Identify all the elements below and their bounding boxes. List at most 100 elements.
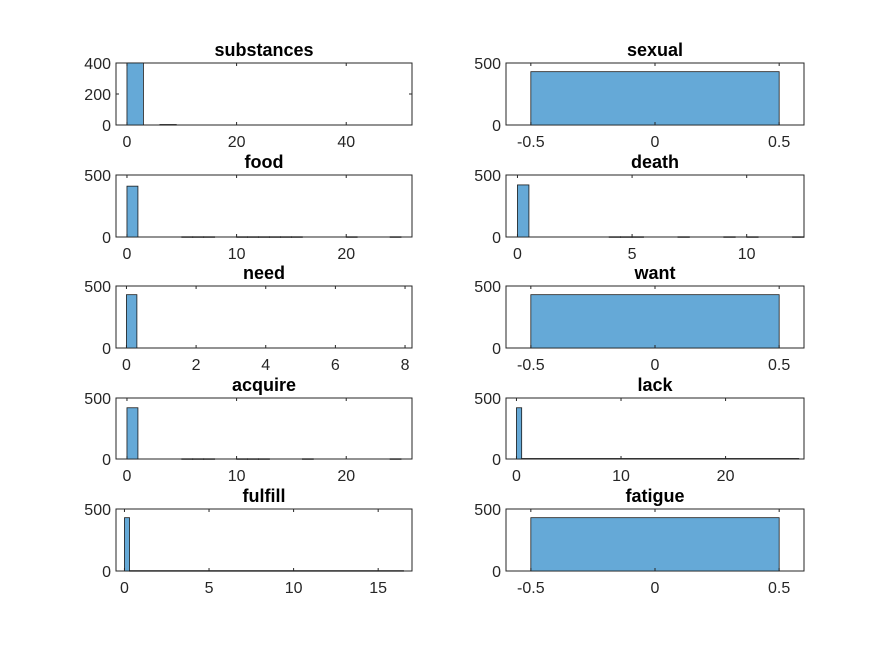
histogram-bar (723, 236, 736, 238)
histogram-bar (530, 294, 780, 349)
subplot-title: fulfill (243, 486, 286, 506)
x-tick-label: 20 (228, 134, 246, 151)
histogram-bar (126, 185, 139, 238)
x-tick-label: 2 (192, 357, 201, 374)
histogram-bar (124, 517, 130, 572)
histogram-bar (269, 236, 281, 238)
histogram-bar (530, 71, 780, 126)
axes-frame (115, 508, 413, 572)
histogram-bar (129, 570, 404, 572)
histogram-bar (345, 236, 358, 238)
histogram-bar (192, 236, 205, 238)
histogram-bar (620, 236, 633, 238)
x-tick-label: 0 (512, 468, 521, 485)
x-tick-label: 10 (738, 246, 756, 263)
y-tick-label: 0 (492, 341, 501, 358)
x-tick-label: 0 (123, 134, 132, 151)
y-tick-label: 500 (84, 168, 111, 185)
histogram-bar (236, 236, 248, 238)
x-tick-label: -0.5 (517, 134, 545, 151)
x-tick-label: 0 (651, 134, 660, 151)
x-tick-label: 10 (612, 468, 630, 485)
histogram-bar (389, 458, 402, 460)
histogram-bar (280, 236, 292, 238)
x-tick-label: 0.5 (768, 134, 790, 151)
y-tick-label: 400 (84, 56, 111, 73)
histogram-bar (203, 236, 216, 238)
y-tick-label: 0 (102, 341, 111, 358)
y-tick-label: 500 (84, 391, 111, 408)
axes-frame (115, 174, 413, 238)
histogram-bar (521, 458, 800, 460)
subplot-title: sexual (627, 40, 683, 60)
histogram-bar (746, 236, 759, 238)
subplot-title: want (633, 263, 675, 283)
subplot-fulfill: fulfill 0 5 10 15 0 500 (84, 486, 413, 597)
y-tick-label: 200 (84, 87, 111, 104)
y-tick-label: 0 (102, 230, 111, 247)
y-tick-label: 500 (474, 279, 501, 296)
subplot-title: food (245, 152, 284, 172)
histogram-bar (301, 458, 314, 460)
x-tick-label: 0 (513, 246, 522, 263)
axes-frame (115, 397, 413, 460)
x-tick-label: 40 (337, 134, 355, 151)
y-tick-label: 0 (102, 118, 111, 135)
histogram-bar (126, 294, 138, 349)
subplot-title: fatigue (625, 486, 684, 506)
histogram-bar (181, 458, 194, 460)
x-tick-label: 20 (337, 246, 355, 263)
subplot-fatigue: fatigue -0.5 0 0.5 0 500 (474, 486, 805, 597)
x-tick-label: 10 (228, 246, 246, 263)
subplot-lack: lack 0 10 20 0 500 (474, 375, 805, 485)
x-tick-label: -0.5 (517, 580, 545, 597)
x-tick-label: 5 (628, 246, 637, 263)
subplot-want: want -0.5 0 0.5 0 500 (474, 263, 805, 374)
y-tick-label: 500 (474, 56, 501, 73)
subplot-food: food 0 10 20 0 500 (84, 152, 413, 263)
x-tick-label: 6 (331, 357, 340, 374)
y-tick-label: 0 (492, 452, 501, 469)
histogram-bar (181, 236, 194, 238)
histogram-bar (258, 236, 270, 238)
subplot-need: need 0 2 4 6 8 0 500 (84, 263, 413, 374)
y-tick-label: 500 (474, 168, 501, 185)
x-tick-label: 0 (120, 580, 129, 597)
subplot-acquire: acquire 0 10 20 0 500 (84, 375, 413, 485)
y-tick-label: 500 (84, 502, 111, 519)
histogram-bar (236, 458, 248, 460)
y-tick-label: 500 (474, 502, 501, 519)
y-tick-label: 0 (492, 118, 501, 135)
subplot-title: need (243, 263, 285, 283)
subplot-title: death (631, 152, 679, 172)
x-tick-label: 8 (401, 357, 410, 374)
y-tick-label: 0 (492, 564, 501, 581)
x-tick-label: 10 (285, 580, 303, 597)
x-tick-label: 10 (228, 468, 246, 485)
subplot-title: substances (214, 40, 313, 60)
histogram-bar (203, 458, 216, 460)
histogram-bar (530, 517, 780, 572)
x-tick-label: 5 (205, 580, 214, 597)
histogram-bar (247, 236, 259, 238)
axes-frame (115, 62, 413, 126)
y-tick-label: 500 (474, 391, 501, 408)
x-tick-label: 20 (717, 468, 735, 485)
histogram-bar (631, 236, 644, 238)
y-tick-label: 0 (102, 564, 111, 581)
x-tick-label: 4 (261, 357, 270, 374)
x-tick-label: 0.5 (768, 357, 790, 374)
x-tick-label: 0 (123, 246, 132, 263)
histogram-bar (159, 124, 177, 126)
subplot-title: acquire (232, 375, 296, 395)
histogram-bar (516, 407, 523, 460)
x-tick-label: 0 (123, 468, 132, 485)
x-tick-label: 0.5 (768, 580, 790, 597)
x-tick-label: 0 (122, 357, 131, 374)
x-tick-label: 20 (337, 468, 355, 485)
histogram-bar (291, 236, 303, 238)
histogram-bar (247, 458, 259, 460)
histogram-bar (517, 184, 530, 238)
histogram-bar (677, 236, 690, 238)
